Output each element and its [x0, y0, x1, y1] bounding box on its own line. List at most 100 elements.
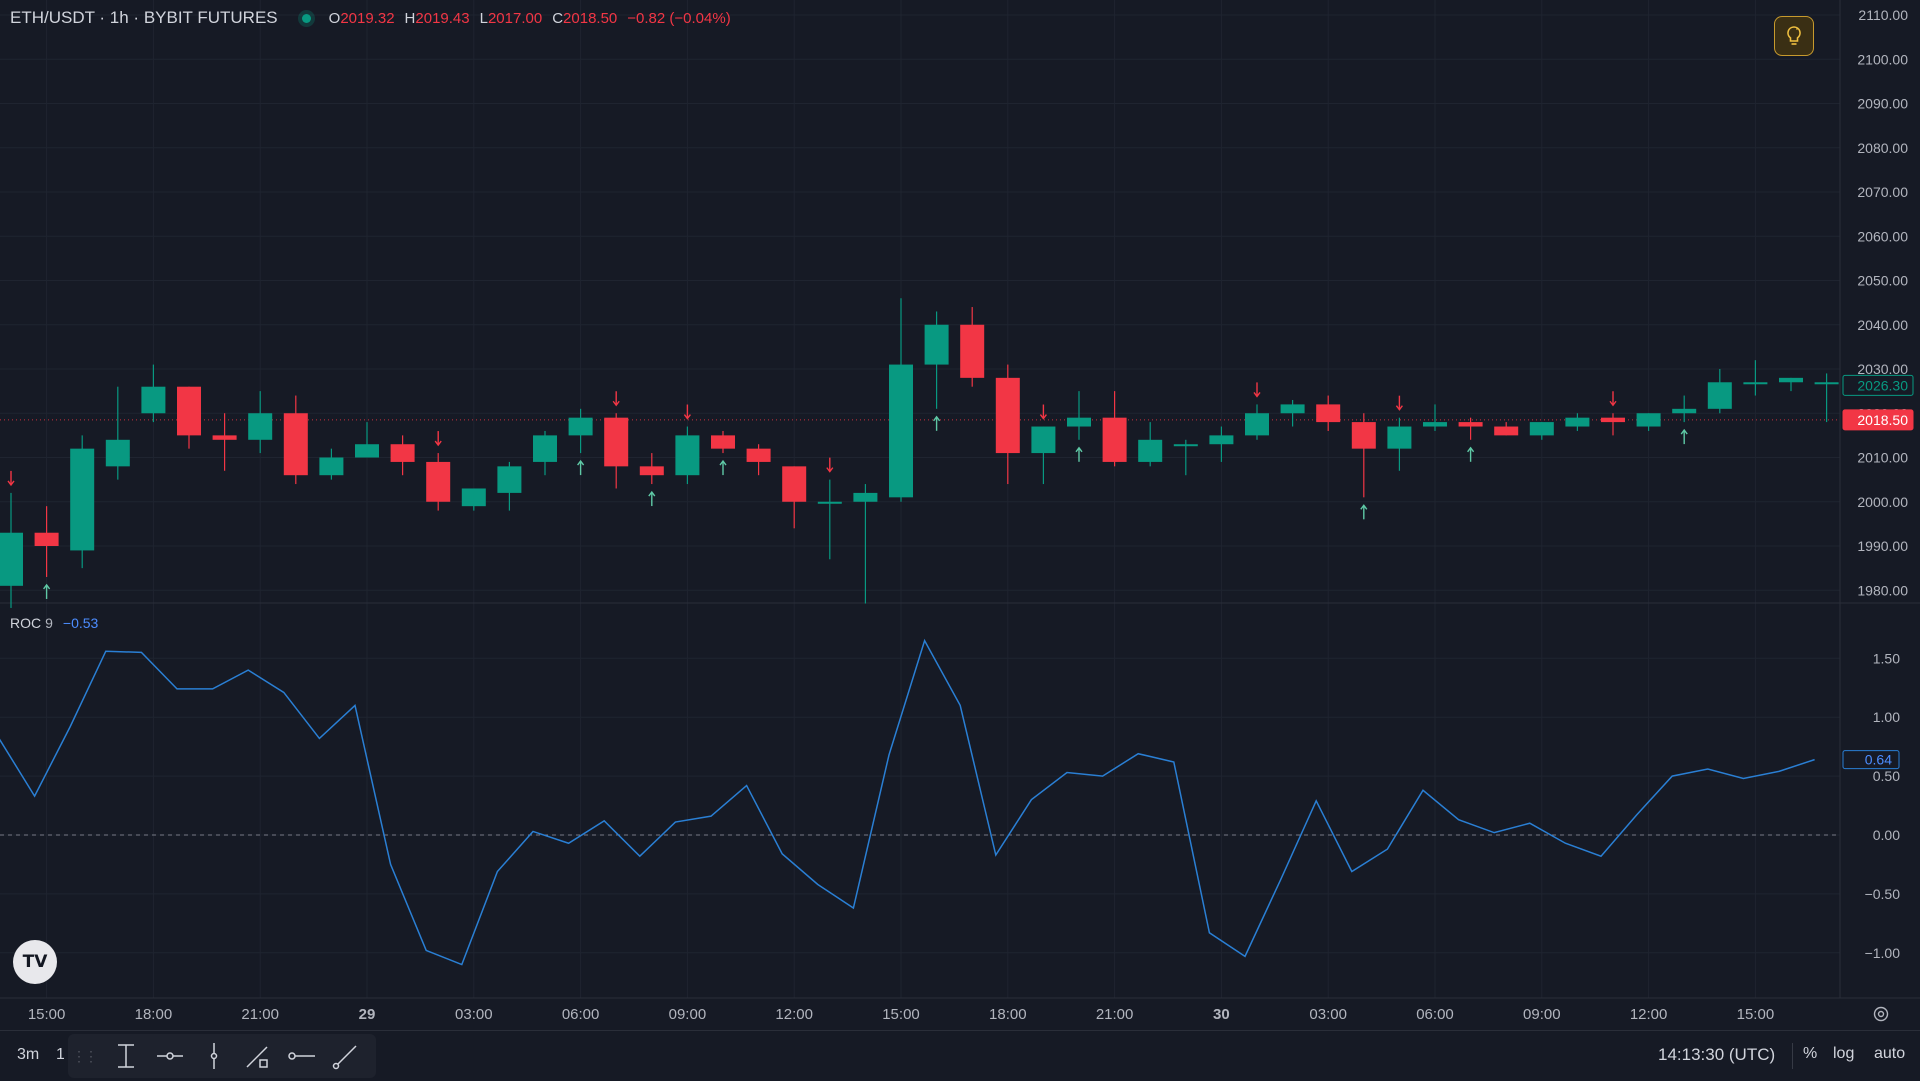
horizontal-ray-icon[interactable] — [148, 1036, 192, 1076]
candle-body — [1565, 417, 1590, 427]
percent-scale-button[interactable]: % — [1803, 1045, 1818, 1062]
price-label-green: 2026.30 — [1842, 374, 1914, 396]
signal-arrow-up — [577, 459, 585, 476]
candle — [461, 488, 486, 511]
candle — [390, 435, 415, 476]
candle — [1031, 426, 1056, 485]
candle — [1102, 391, 1127, 467]
price-tick-label: 1980.00 — [1857, 582, 1908, 598]
candle-body — [1387, 426, 1412, 449]
candle-body — [1779, 377, 1803, 383]
candle — [1316, 395, 1341, 431]
price-tick-label: 2110.00 — [1858, 7, 1908, 23]
candle — [319, 448, 344, 480]
candle — [1707, 369, 1732, 414]
candle — [1351, 413, 1376, 498]
trend-angle-icon[interactable] — [236, 1036, 280, 1076]
candle-body — [355, 444, 379, 458]
time-tick-label: 15:00 — [28, 1006, 66, 1023]
drawing-toolbar: ⋮⋮ — [68, 1034, 376, 1078]
candle — [1209, 426, 1234, 462]
tradingview-logo[interactable]: TV — [13, 940, 57, 984]
auto-scale-button[interactable]: auto — [1874, 1045, 1906, 1062]
candle-body — [319, 457, 344, 476]
candle — [212, 413, 237, 471]
candle-body — [1743, 382, 1768, 385]
candle — [426, 453, 451, 511]
time-tick-label: 29 — [359, 1006, 376, 1023]
candle — [105, 386, 130, 480]
svg-text:0.64: 0.64 — [1865, 752, 1892, 768]
candle — [70, 435, 95, 569]
symbol-title[interactable]: ETH/USDT · 1h · BYBIT FUTURES — [10, 8, 278, 27]
candle — [853, 484, 878, 604]
time-tick-label: 03:00 — [1309, 1006, 1347, 1023]
candle — [924, 311, 949, 409]
chart-canvas[interactable]: 2110.00 2100.00 2090.00 2080.00 2070.00 2060.… — [0, 0, 1920, 1030]
signal-arrow-up — [1360, 504, 1368, 520]
candle-body — [497, 466, 522, 493]
candle-body — [746, 448, 771, 462]
candle — [746, 444, 771, 476]
roc-value-label: 0.64 — [1842, 750, 1900, 770]
candle-body — [889, 364, 913, 498]
candle-body — [461, 488, 486, 507]
vertical-line-icon[interactable] — [192, 1036, 236, 1076]
time-tick-label: 18:00 — [989, 1006, 1027, 1023]
chart-background — [0, 0, 1920, 1030]
toolbar-divider — [1792, 1043, 1793, 1069]
lightbulb-icon[interactable] — [1774, 16, 1814, 56]
price-tick-label: 2000.00 — [1857, 494, 1908, 510]
candle-body — [1707, 382, 1732, 409]
candle-body — [533, 435, 557, 462]
roc-tick-label: 1.50 — [1873, 650, 1900, 666]
candle-body — [177, 386, 201, 436]
candle-body — [141, 386, 166, 414]
candle — [711, 430, 735, 454]
timeframe-button-partial[interactable]: 1 — [56, 1046, 64, 1063]
time-tick-label: 15:00 — [1737, 1006, 1775, 1023]
candle — [141, 364, 166, 423]
candle — [817, 479, 842, 560]
horizontal-line-icon[interactable] — [280, 1036, 324, 1076]
candle-body — [1031, 426, 1056, 454]
candle-body — [1102, 417, 1127, 462]
utc-clock[interactable]: 14:13:30 (UTC) — [1658, 1045, 1776, 1064]
candle — [889, 298, 913, 502]
price-label-last: 2018.50 — [1842, 409, 1914, 431]
price-tick-label: 2030.00 — [1857, 361, 1908, 377]
candle-body — [1672, 408, 1697, 414]
bottom-toolbar: 3m 1 ⋮⋮ 14:13:30 (UTC) % log auto — [0, 1030, 1920, 1081]
candle-body — [604, 417, 629, 467]
price-tick-label: 2050.00 — [1857, 273, 1908, 289]
signal-arrow-up — [43, 583, 51, 599]
price-tick-label: 2070.00 — [1857, 184, 1908, 200]
candle-body — [1423, 422, 1447, 427]
gear-icon[interactable] — [1872, 1005, 1890, 1028]
price-tick-label: 2080.00 — [1857, 140, 1908, 156]
time-tick-label: 03:00 — [455, 1006, 493, 1023]
time-tick-label: 09:00 — [669, 1006, 707, 1023]
trend-line-icon[interactable] — [324, 1036, 368, 1076]
time-tick-label: 12:00 — [775, 1006, 813, 1023]
candle-body — [1814, 382, 1839, 385]
time-tick-label: 15:00 — [882, 1006, 920, 1023]
time-tick-label: 12:00 — [1630, 1006, 1668, 1023]
candle-body — [1138, 439, 1163, 462]
candle-body — [1351, 422, 1376, 449]
candle-body — [711, 435, 735, 449]
log-scale-button[interactable]: log — [1833, 1045, 1855, 1062]
signal-arrow-up — [1075, 446, 1083, 462]
timeframe-button[interactable]: 3m — [17, 1046, 40, 1063]
roc-legend[interactable]: ROC 9 −0.53 — [10, 615, 98, 631]
candle — [1565, 413, 1590, 431]
range-measure-icon[interactable] — [104, 1036, 148, 1076]
candle-body — [639, 466, 664, 476]
signal-arrow-down — [612, 391, 620, 407]
candle-body — [426, 461, 451, 502]
candle — [1672, 395, 1697, 423]
candle-body — [212, 435, 237, 440]
drag-handle-icon[interactable]: ⋮⋮ — [72, 1047, 98, 1064]
candle-body — [960, 324, 985, 378]
candle — [960, 307, 985, 387]
